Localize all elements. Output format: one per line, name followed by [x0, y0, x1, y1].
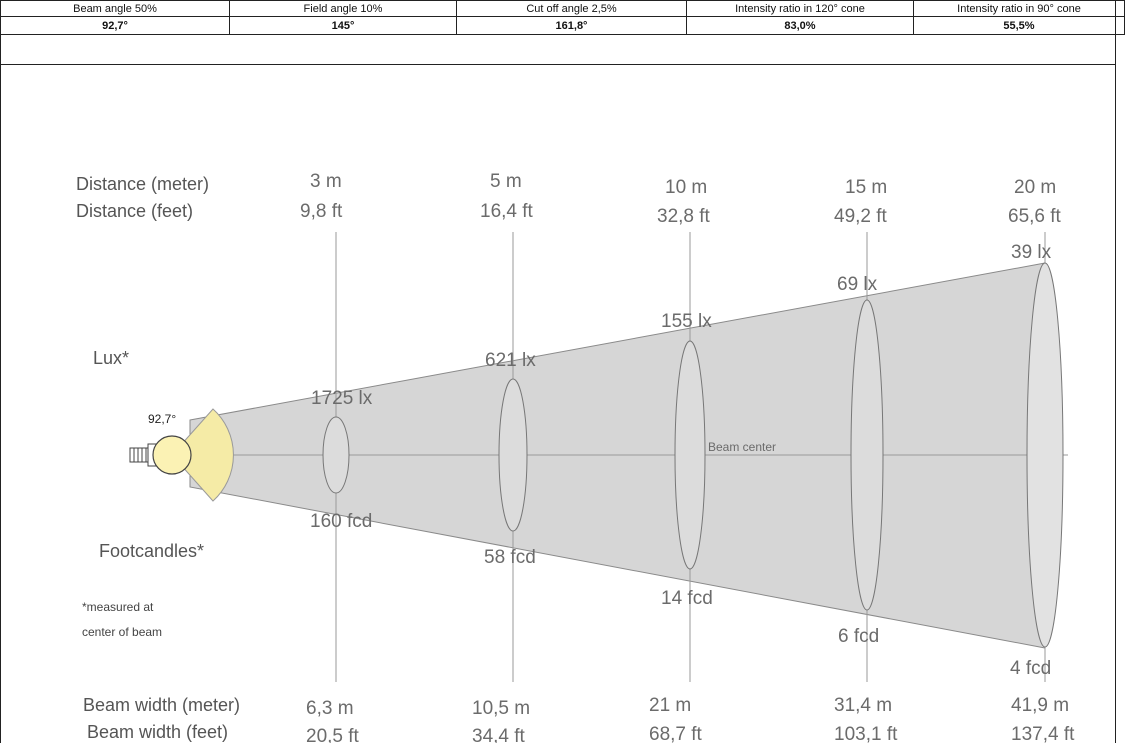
photometric-specs-table: Beam angle 50% Field angle 10% Cut off a… [0, 0, 1125, 35]
beam-cross-section [1026, 262, 1064, 648]
beam-cross-section [498, 378, 528, 532]
distance-feet-label: Distance (feet) [76, 201, 193, 221]
distance-feet-value: 32,8 ft [657, 206, 711, 227]
footnote-line-2: center of beam [82, 625, 162, 639]
beam-width-feet-value: 68,7 ft [649, 724, 703, 743]
spec-value-beam-angle: 92,7° [0, 16, 230, 35]
frame-left-border [0, 0, 1, 743]
beam-angle-wedge [171, 408, 234, 502]
beam-width-meter-label: Beam width (meter) [83, 695, 240, 715]
distance-feet-value: 49,2 ft [834, 206, 888, 227]
footcandles-label: Footcandles* [99, 541, 204, 561]
lux-label: Lux* [93, 348, 129, 368]
beam-width-feet-value: 20,5 ft [306, 726, 360, 743]
spec-value-cutoff-angle: 161,8° [456, 16, 687, 35]
lux-value: 155 lx [661, 311, 712, 332]
lux-value: 1725 lx [311, 388, 373, 409]
beam-width-feet-value: 103,1 ft [834, 724, 898, 743]
lamp-bulb-icon [152, 435, 192, 475]
beam-width-meter-value: 31,4 m [834, 695, 892, 716]
footcandle-value: 14 fcd [661, 588, 713, 609]
beam-width-meter-value: 41,9 m [1011, 695, 1069, 716]
beam-width-feet-value: 34,4 ft [472, 726, 526, 743]
distance-meter-label: Distance (meter) [76, 174, 209, 194]
spec-value-field-angle: 145° [229, 16, 457, 35]
footcandle-value: 6 fcd [838, 626, 879, 647]
spec-header-intensity-90: Intensity ratio in 90° cone [913, 0, 1125, 17]
lux-value: 39 lx [1011, 242, 1052, 263]
table-bottom-rule [0, 64, 1116, 65]
distance-meter-value: 3 m [310, 171, 342, 192]
distance-feet-value: 65,6 ft [1008, 206, 1062, 227]
footcandle-value: 58 fcd [484, 547, 536, 568]
beam-width-meter-value: 21 m [649, 695, 691, 716]
lux-value: 621 lx [485, 350, 536, 371]
beam-width-meter-value: 10,5 m [472, 698, 530, 719]
distance-meter-value: 10 m [665, 177, 707, 198]
footcandle-value: 4 fcd [1010, 658, 1051, 679]
distance-feet-value: 9,8 ft [300, 201, 343, 222]
beam-width-feet-label: Beam width (feet) [87, 722, 228, 742]
beam-width-meter-value: 6,3 m [306, 698, 354, 719]
frame-right-border [1115, 0, 1116, 743]
distance-meter-value: 20 m [1014, 177, 1056, 198]
beam-angle-label: 92,7° [148, 412, 176, 426]
spec-value-intensity-90: 55,5% [913, 16, 1125, 35]
beam-cross-section [322, 416, 350, 494]
distance-feet-value: 16,4 ft [480, 201, 534, 222]
lux-value: 69 lx [837, 274, 878, 295]
footcandle-value: 160 fcd [310, 511, 372, 532]
beam-center-label: Beam center [708, 440, 776, 454]
beam-cross-section [850, 299, 884, 611]
footnote-line-1: *measured at [82, 600, 154, 614]
distance-meter-value: 5 m [490, 171, 522, 192]
beam-width-feet-value: 137,4 ft [1011, 724, 1075, 743]
beam-cross-section [674, 340, 706, 570]
distance-meter-value: 15 m [845, 177, 887, 198]
